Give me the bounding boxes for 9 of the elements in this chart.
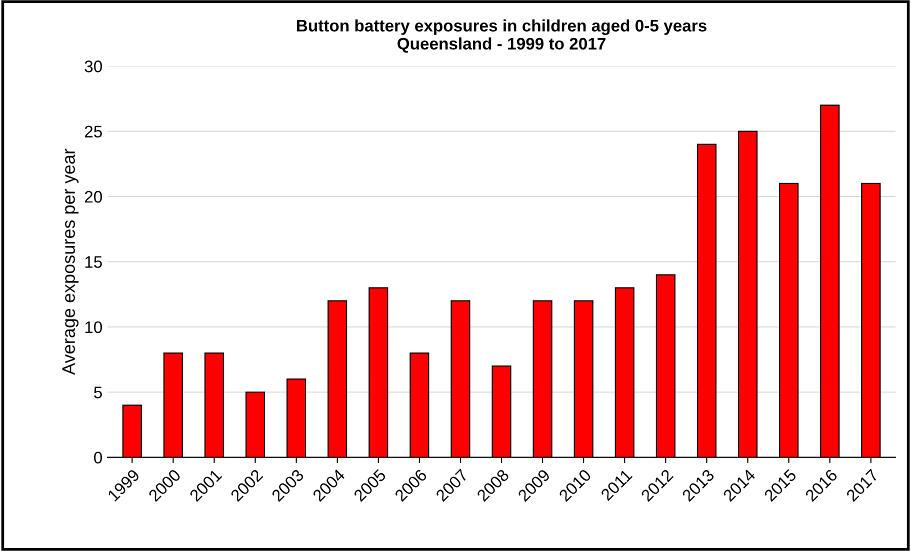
- y-tick-label: 30: [84, 60, 102, 72]
- y-tick-label: 25: [84, 126, 102, 138]
- y-tick-label: 5: [94, 386, 102, 398]
- y-tick-label: 15: [85, 256, 102, 268]
- y-tick-label: 10: [85, 321, 102, 334]
- y-axis-title: Average exposures per year: [62, 148, 79, 375]
- y-tick-label: 0: [94, 452, 102, 464]
- y-tick-label: 20: [84, 190, 102, 203]
- chart-title: Button battery exposures in children aged 0-5 years Queensland - 1999 to 2017: [297, 19, 706, 53]
